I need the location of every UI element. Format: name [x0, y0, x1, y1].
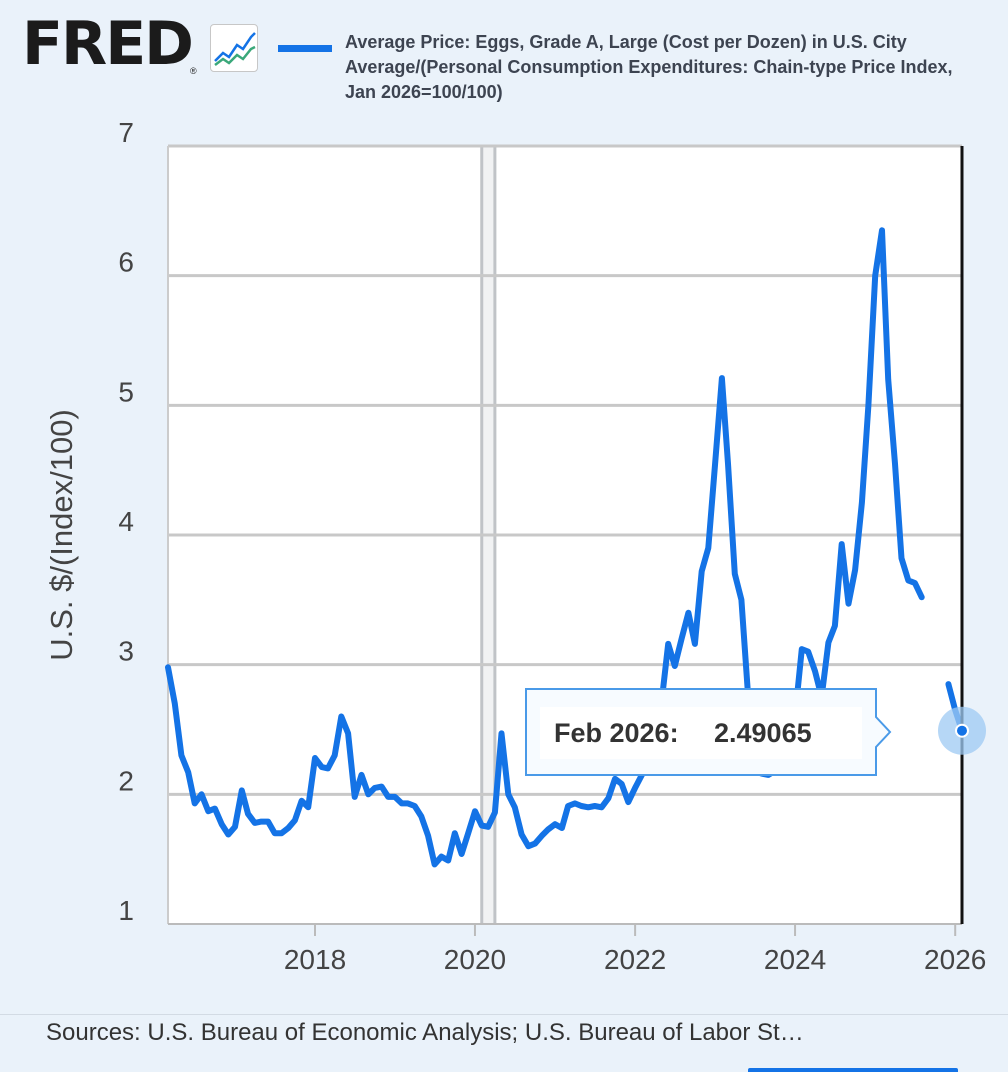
x-tick-label: 2024	[764, 944, 826, 975]
x-tick-label: 2026	[924, 944, 986, 975]
tooltip-inner	[540, 707, 862, 759]
fred-logo[interactable]: FRED	[22, 9, 194, 79]
tooltip-value: 2.49065	[714, 718, 812, 748]
x-tick-label: 2018	[284, 944, 346, 975]
hover-point	[955, 723, 969, 738]
x-tick-label: 2020	[444, 944, 506, 975]
x-tick-label: 2022	[604, 944, 666, 975]
line-chart-icon	[210, 24, 258, 72]
footer-divider	[0, 1014, 1008, 1015]
legend-swatch	[278, 45, 332, 52]
y-tick-label: 3	[118, 636, 134, 667]
data-tooltip: Feb 2026: 2.49065	[525, 688, 892, 776]
y-tick-label: 7	[118, 117, 134, 148]
y-tick-label: 6	[118, 247, 134, 278]
hover-layer	[938, 146, 986, 924]
y-axis-title: U.S. $/(Index/100)	[44, 409, 79, 661]
line-chart: 1 2 3 4 5 6 7 2018 2020 2022 2024 2026 U.S. $/(Inde…	[44, 117, 986, 975]
y-tick-label: 5	[118, 376, 134, 407]
y-tick-label: 4	[118, 506, 134, 537]
bottom-tab-indicator[interactable]	[748, 1068, 958, 1072]
registered-mark: ®	[190, 66, 197, 76]
axis-layer: 1 2 3 4 5 6 7 2018 2020 2022 2024 2026	[118, 117, 986, 975]
y-tick-label: 2	[118, 765, 134, 796]
tooltip-date: Feb 2026:	[554, 718, 679, 748]
legend-label: Average Price: Eggs, Grade A, Large (Cos…	[345, 32, 953, 102]
sources-text[interactable]: Sources: U.S. Bureau of Economic Analysi…	[46, 1019, 804, 1046]
y-tick-label: 1	[118, 895, 134, 926]
chart-header: FRED ® Average Price: Eggs, Grade A, Lar…	[0, 0, 1008, 120]
grid-layer	[167, 144, 962, 925]
